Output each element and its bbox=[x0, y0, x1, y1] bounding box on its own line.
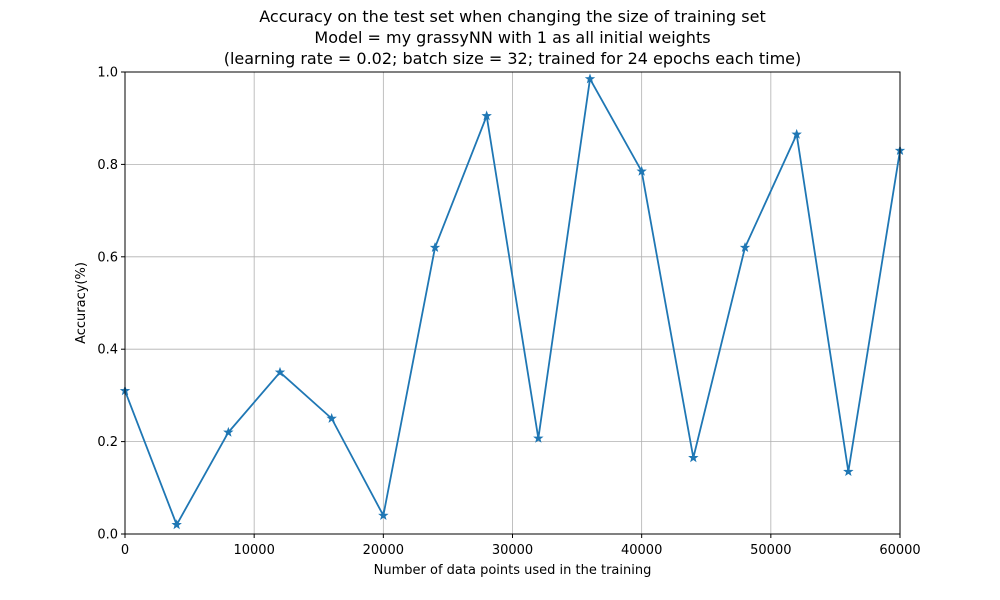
x-tick-label: 50000 bbox=[750, 543, 791, 558]
x-tick-label: 40000 bbox=[621, 543, 662, 558]
x-tick-label: 20000 bbox=[363, 543, 404, 558]
title-line-1: Accuracy on the test set when changing t… bbox=[259, 7, 766, 26]
data-point-marker bbox=[481, 110, 492, 121]
data-point-marker bbox=[584, 73, 596, 84]
data-point-marker bbox=[688, 452, 699, 463]
data-point-marker bbox=[326, 413, 337, 423]
grid bbox=[124, 71, 901, 535]
x-tick-label: 10000 bbox=[233, 543, 274, 558]
data-point-marker bbox=[533, 432, 544, 443]
series-line bbox=[124, 78, 901, 526]
y-tick-label: 0.0 bbox=[97, 528, 118, 543]
data-point-marker bbox=[791, 128, 802, 139]
x-tick-label: 60000 bbox=[879, 543, 920, 558]
y-tick-label: 0.4 bbox=[97, 343, 118, 358]
x-tick-label: 0 bbox=[121, 543, 129, 558]
data-point-marker bbox=[739, 242, 751, 252]
data-point-marker bbox=[636, 165, 647, 176]
data-point-marker bbox=[843, 466, 854, 477]
y-tick-label: 0.6 bbox=[97, 250, 118, 265]
data-point-marker bbox=[429, 242, 441, 252]
data-point-marker bbox=[378, 510, 389, 520]
chart-title: Accuracy on the test set when changing t… bbox=[224, 7, 802, 68]
plot-frame bbox=[124, 71, 901, 535]
data-point-marker bbox=[171, 519, 182, 530]
title-line-2: Model = my grassyNN with 1 as all initia… bbox=[314, 28, 710, 47]
y-axis-label: Accuracy(%) bbox=[74, 262, 89, 344]
y-tick-label: 0.2 bbox=[97, 435, 118, 450]
ticks: 0 10000 20000 30000 40000 50000 60000 0.0 0.2 0.4… bbox=[97, 66, 920, 559]
y-tick-label: 0.8 bbox=[97, 158, 118, 173]
data-point-marker bbox=[274, 366, 286, 377]
x-tick-label: 30000 bbox=[492, 543, 533, 558]
x-axis-label: Number of data points used in the traini… bbox=[374, 563, 652, 578]
data-point-marker bbox=[223, 426, 234, 437]
title-line-3: (learning rate = 0.02; batch size = 32; … bbox=[224, 49, 802, 68]
y-tick-label: 1.0 bbox=[97, 66, 118, 81]
